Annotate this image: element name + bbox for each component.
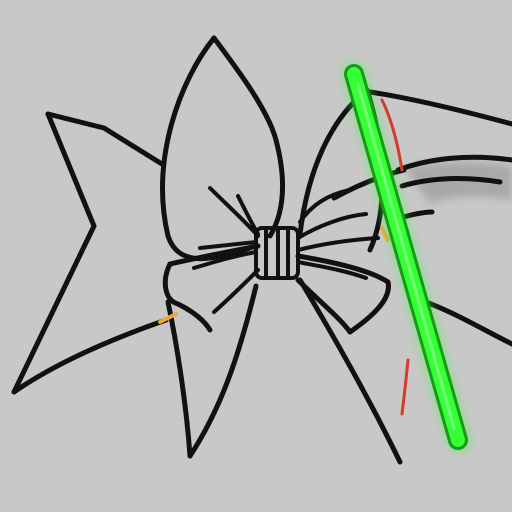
accent-strokes — [158, 98, 410, 416]
left-sash-shape — [11, 111, 169, 395]
right-banner — [331, 89, 512, 347]
ribbon-shadow — [405, 161, 512, 204]
glowstick — [341, 61, 471, 453]
bow-knot — [192, 186, 380, 314]
